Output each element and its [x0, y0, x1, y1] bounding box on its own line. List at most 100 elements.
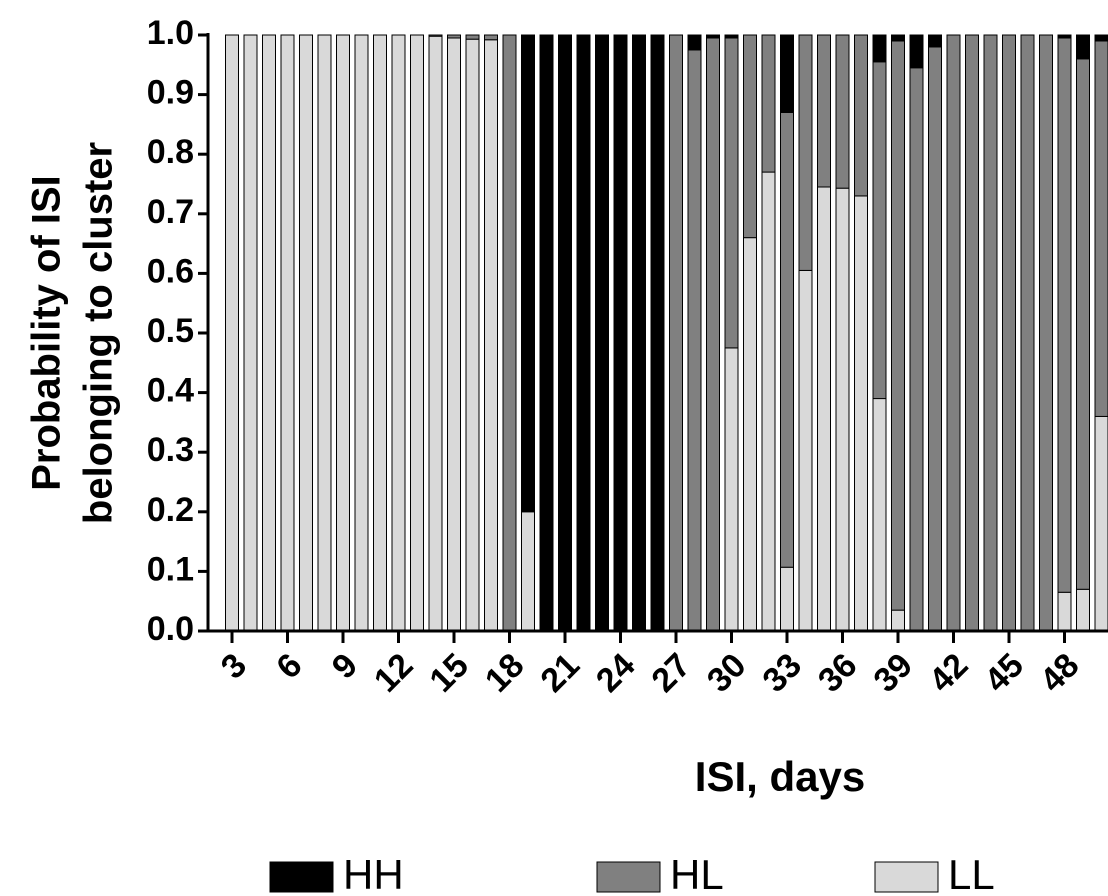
bar-segment: [280, 34, 295, 632]
bar-segment: [1002, 34, 1016, 632]
legend-swatch: [596, 861, 661, 893]
bar-segment: [1094, 415, 1108, 632]
bar-segment: [595, 34, 609, 632]
x-tick-label: 21: [533, 646, 587, 700]
bar-segment: [780, 566, 794, 632]
bar-segment: [539, 34, 554, 632]
bar-segment: [1094, 34, 1108, 42]
bar-segment: [521, 34, 535, 513]
bar-segment: [891, 40, 905, 611]
bar-segment: [946, 34, 961, 632]
bar-segment: [225, 34, 239, 632]
y-tick-label: 0.1: [147, 550, 194, 588]
y-axis-title-line: Probability of ISI: [25, 175, 69, 491]
bar-segment: [1057, 591, 1072, 632]
y-axis-title: Probability of ISI belonging to cluster: [25, 142, 121, 524]
x-tick-label: 24: [589, 646, 643, 700]
x-tick-label: 30: [700, 646, 754, 700]
x-axis-title: ISI, days: [695, 753, 865, 800]
bar-segment: [373, 34, 387, 632]
bar-segment: [761, 34, 776, 173]
x-tick-label: 48: [1033, 646, 1087, 700]
bar-segment: [909, 34, 924, 69]
y-tick-label: 0.7: [147, 193, 194, 231]
bar-segment: [613, 34, 628, 632]
bar-segment: [558, 34, 572, 632]
bar-segment: [354, 34, 369, 632]
bar-segment: [243, 34, 258, 632]
x-tick-label: 3: [214, 646, 254, 686]
bar-segment: [706, 34, 720, 39]
legend-swatch: [269, 861, 334, 893]
x-tick-label: 6: [269, 646, 309, 686]
x-tick-label: 39: [866, 646, 920, 700]
bar-segment: [928, 34, 942, 48]
bar-segment: [669, 34, 683, 632]
bar-segment: [743, 237, 757, 632]
bar-segment: [965, 34, 979, 632]
bar-segment: [502, 34, 517, 632]
bar-segment: [410, 34, 424, 632]
bar-segment: [650, 34, 665, 632]
bar-segment: [484, 39, 498, 632]
bar-segment: [299, 34, 313, 632]
bar-segment: [854, 34, 868, 197]
x-tick-label: 45: [977, 646, 1031, 700]
x-tick-label: 15: [422, 646, 476, 700]
x-tick-label: 9: [325, 646, 365, 686]
y-tick-label: 0.6: [147, 252, 194, 290]
bar-segment: [928, 46, 942, 632]
y-tick-label: 0.3: [147, 431, 194, 469]
x-tick-label: 33: [755, 646, 809, 700]
bar-segment: [1057, 34, 1072, 39]
bar-segment: [891, 34, 905, 42]
bar-segment: [1076, 588, 1090, 632]
x-tick-label: 12: [367, 646, 421, 700]
bar-segment: [817, 34, 831, 188]
bar-segment: [428, 35, 443, 632]
bar-segment: [872, 398, 887, 632]
bar-segment: [1020, 34, 1035, 632]
bar-segment: [521, 511, 535, 632]
bar-segment: [798, 34, 813, 271]
y-tick-label: 1.0: [147, 14, 194, 52]
bar-segment: [687, 34, 702, 51]
bar-segment: [835, 187, 850, 632]
bar-segment: [465, 38, 480, 632]
x-tick-label: 36: [811, 646, 865, 700]
legend-label: LL: [948, 851, 995, 896]
y-axis-title-line: belonging to cluster: [77, 142, 121, 524]
x-tick-label: 42: [922, 646, 976, 700]
bar-segment: [262, 34, 276, 632]
x-tick-label: 18: [478, 646, 532, 700]
bar-segment: [798, 269, 813, 632]
legend-label: HL: [670, 851, 724, 896]
bar-segment: [743, 34, 757, 239]
x-tick-label: 27: [644, 646, 698, 700]
y-tick-label: 0.8: [147, 133, 194, 171]
bar-segment: [1039, 34, 1053, 632]
bar-segment: [872, 61, 887, 400]
bar-segment: [706, 37, 720, 632]
bar-segment: [576, 34, 591, 632]
legend-swatch: [874, 861, 939, 893]
bar-segment: [817, 186, 831, 632]
bar-segment: [854, 195, 868, 632]
bar-segment: [891, 609, 905, 632]
bar-segment: [724, 37, 739, 349]
bar-segment: [761, 171, 776, 632]
bar-segment: [983, 34, 998, 632]
y-tick-label: 0.2: [147, 491, 194, 529]
bar-segment: [724, 34, 739, 39]
y-tick-label: 0.9: [147, 74, 194, 112]
bar-segment: [687, 49, 702, 632]
y-tick-label: 0.4: [147, 372, 194, 410]
bar-segment: [484, 34, 498, 41]
bar-segment: [391, 34, 406, 632]
bar-segment: [447, 34, 461, 39]
bar-segment: [447, 37, 461, 632]
bar-segment: [632, 34, 646, 632]
bar-segment: [336, 34, 350, 632]
bar-segment: [428, 34, 443, 37]
